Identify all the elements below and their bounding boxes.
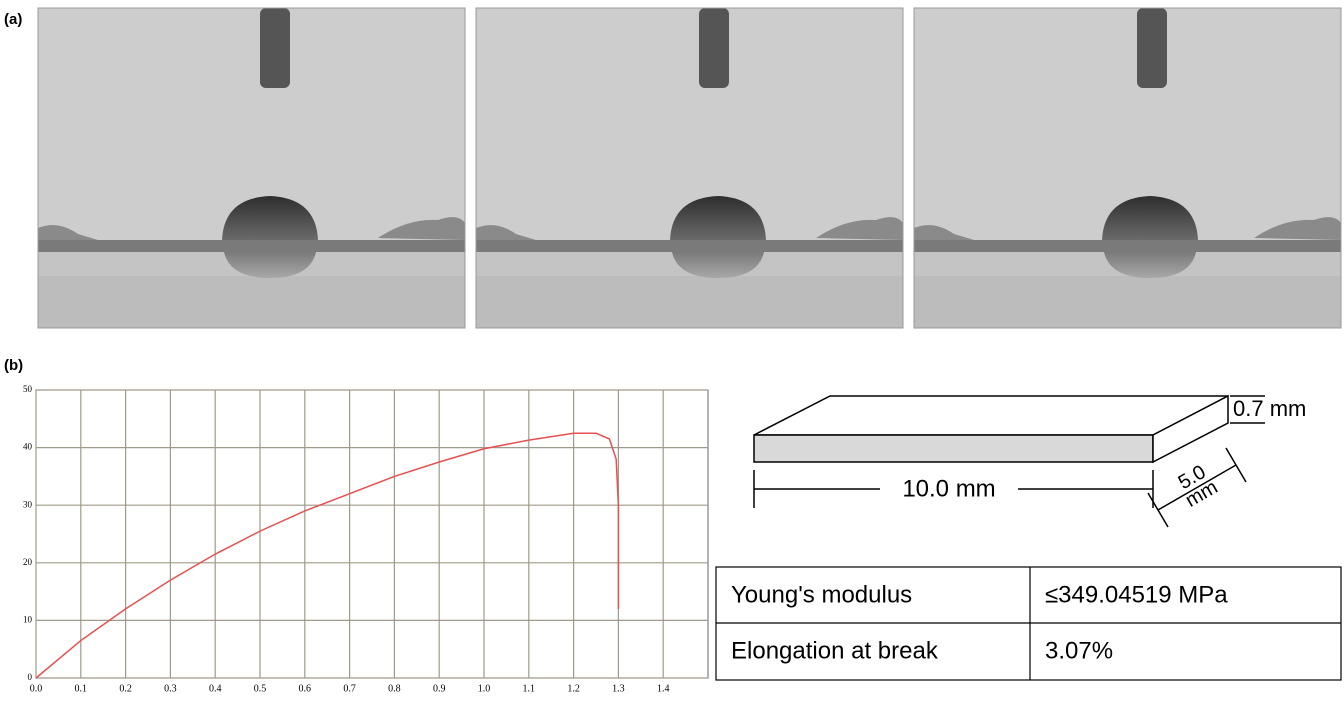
x-tick-label: 0.8	[388, 683, 401, 694]
photo-floor	[38, 276, 465, 328]
substrate	[38, 240, 465, 252]
property-table	[715, 566, 1342, 681]
x-tick-label: 0.1	[75, 683, 88, 694]
substrate	[914, 240, 1341, 252]
table-cell: Elongation at break	[731, 637, 939, 664]
x-tick-label: 0.0	[30, 683, 43, 694]
debris	[378, 217, 465, 240]
droplet	[222, 196, 318, 240]
photo-floor	[914, 276, 1341, 328]
needle	[260, 8, 290, 88]
table-cell: ≤349.04519 MPa	[1045, 581, 1228, 608]
photo	[913, 7, 1342, 329]
photo	[475, 7, 904, 329]
table-cell: Young's modulus	[731, 581, 912, 608]
specimen-diagram	[753, 394, 1265, 528]
dimension-line	[1157, 464, 1237, 511]
specimen-top	[753, 395, 1229, 436]
thickness-label: 0.7 mm	[1233, 396, 1306, 421]
droplet	[670, 196, 766, 240]
x-tick-label: 0.6	[299, 683, 312, 694]
y-tick-label: 10	[23, 614, 33, 624]
substrate	[476, 240, 903, 252]
droplet-reflection	[224, 252, 316, 278]
needle	[1137, 8, 1167, 88]
droplet	[1102, 196, 1198, 240]
x-tick-label: 1.0	[478, 683, 491, 694]
x-tick-label: 0.4	[209, 683, 222, 694]
x-tick-label: 1.3	[612, 683, 625, 694]
dimension-line	[1225, 447, 1247, 483]
x-tick-label: 0.5	[254, 683, 267, 694]
curve	[35, 432, 620, 679]
x-tick-label: 1.1	[523, 683, 536, 694]
photo-border	[475, 7, 904, 329]
x-tick-label: 0.2	[119, 683, 132, 694]
x-tick-label: 1.4	[657, 683, 670, 694]
plot-area	[35, 389, 709, 679]
droplet-reflection	[672, 252, 764, 278]
y-tick-label: 0	[28, 672, 33, 682]
debris	[476, 225, 536, 240]
length-label: 10.0 mm	[902, 475, 995, 502]
x-tick-label: 0.9	[433, 683, 446, 694]
x-tick-label: 0.7	[343, 683, 356, 694]
y-tick-label: 30	[23, 499, 33, 509]
photo-floor	[476, 276, 903, 328]
debris	[914, 225, 974, 240]
y-tick-label: 40	[23, 442, 33, 452]
x-tick-label: 1.2	[567, 683, 580, 694]
y-tick-label: 20	[23, 557, 33, 567]
panel-label: (a)	[4, 11, 22, 28]
chart: 0 10 20 30 40 50 0.0 0.1 0.2 0.3 0.4 0.5 0.6 0.7 0.8 0.…	[23, 384, 709, 694]
photo	[37, 7, 466, 329]
photo-border	[913, 7, 1342, 329]
dimension-line	[1147, 492, 1169, 528]
droplet-reflection	[1104, 252, 1196, 278]
specimen-front	[753, 434, 1154, 463]
debris	[816, 217, 903, 240]
needle	[699, 8, 729, 88]
specimen-side	[1152, 394, 1229, 464]
panel-label: (b)	[4, 357, 23, 374]
debris	[38, 225, 98, 240]
y-tick-label: 50	[23, 384, 33, 394]
table-cell: 3.07%	[1045, 637, 1113, 664]
photos	[37, 7, 1342, 329]
debris	[1254, 217, 1341, 240]
x-tick-label: 0.3	[164, 683, 177, 694]
photo-border	[37, 7, 466, 329]
